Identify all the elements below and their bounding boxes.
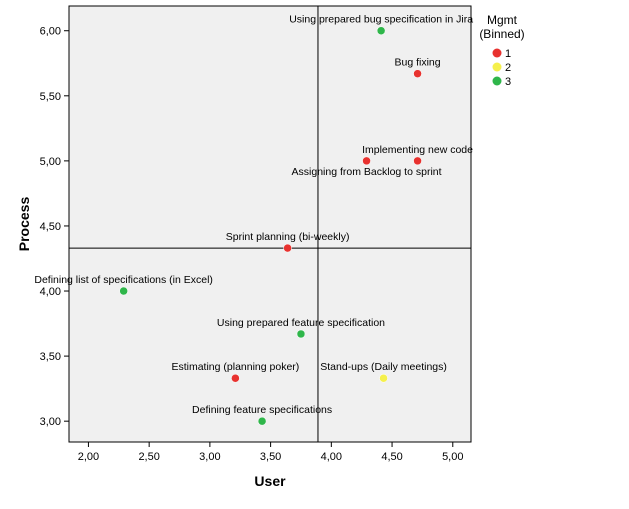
x-tick-label: 4,50 <box>381 451 402 463</box>
data-point <box>376 26 386 35</box>
legend-marker <box>492 76 502 86</box>
y-axis: 3,00 3,50 4,00 4,50 5,00 5,50 6,00 <box>40 26 69 428</box>
data-point <box>231 373 240 383</box>
y-tick-label: 4,00 <box>40 286 61 298</box>
y-tick-label: 3,50 <box>40 351 61 363</box>
legend-marker <box>492 48 502 58</box>
point-labels: Using prepared bug specification in Jira… <box>34 14 473 416</box>
point-label: Defining feature specifications <box>192 404 332 416</box>
legend-entries: 1 2 3 <box>492 48 511 88</box>
point-label: Estimating (planning poker) <box>171 361 299 373</box>
point-label: Using prepared feature specification <box>217 317 385 329</box>
y-tick-label: 5,50 <box>40 91 61 103</box>
x-axis: 2,00 2,50 3,00 3,50 4,00 4,50 5,00 <box>78 442 463 463</box>
point-label: Sprint planning (bi-weekly) <box>226 231 350 243</box>
point-label: Stand-ups (Daily meetings) <box>320 361 447 373</box>
x-tick-label: 5,00 <box>442 451 463 463</box>
plot-area <box>68 5 472 443</box>
legend-label: 1 <box>505 48 511 60</box>
legend-marker <box>492 62 502 72</box>
reference-lines <box>69 6 471 442</box>
point-label: Implementing new code <box>362 144 473 156</box>
legend-label: 2 <box>505 62 511 74</box>
legend-label: 3 <box>505 76 511 88</box>
y-tick-label: 5,00 <box>40 156 61 168</box>
data-point <box>257 416 267 426</box>
y-axis-label: Process <box>16 197 32 252</box>
data-point <box>413 69 422 78</box>
x-tick-label: 2,50 <box>138 451 159 463</box>
point-label: Defining list of specifications (in Exce… <box>34 274 213 286</box>
legend: Mgmt (Binned) 1 2 3 <box>479 13 524 88</box>
data-point <box>379 373 388 383</box>
x-axis-label: User <box>254 473 286 489</box>
x-tick-label: 2,00 <box>78 451 99 463</box>
y-tick-label: 6,00 <box>40 26 61 38</box>
point-label: Using prepared bug specification in Jira <box>289 14 473 26</box>
y-tick-label: 4,50 <box>40 221 61 233</box>
legend-title-line2: (Binned) <box>479 27 524 41</box>
points-layer <box>119 26 422 426</box>
x-tick-label: 3,00 <box>199 451 220 463</box>
x-tick-label: 4,00 <box>321 451 342 463</box>
data-point <box>119 286 128 296</box>
data-point <box>283 243 292 253</box>
data-point <box>362 156 371 166</box>
y-tick-label: 3,00 <box>40 416 61 428</box>
point-label: Assigning from Backlog to sprint <box>292 166 442 178</box>
legend-title-line1: Mgmt <box>487 13 518 27</box>
data-point <box>413 156 422 166</box>
x-tick-label: 3,50 <box>260 451 281 463</box>
point-label: Bug fixing <box>394 57 440 69</box>
data-point <box>296 329 306 339</box>
